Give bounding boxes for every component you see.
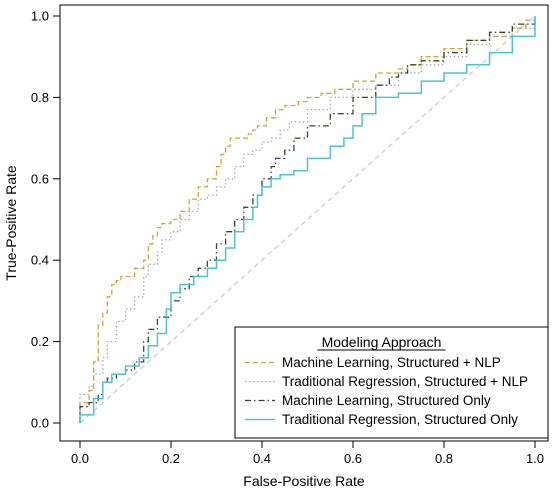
legend-items: Machine Learning, Structured + NLP Tradit… bbox=[245, 355, 528, 427]
y-tick-label: 0.2 bbox=[31, 334, 49, 349]
x-tick-label: 0.4 bbox=[253, 451, 271, 466]
legend: Modeling Approach Machine Learning, Stru… bbox=[234, 326, 549, 439]
x-tick-label: 0.2 bbox=[162, 451, 180, 466]
reference-diagonal-line bbox=[79, 15, 536, 424]
x-tick-label: 1.0 bbox=[526, 451, 544, 466]
y-tick-label: 0.6 bbox=[31, 171, 49, 186]
y-tick-label: 0.8 bbox=[31, 90, 49, 105]
legend-label-2: Traditional Regression, Structured + NLP bbox=[282, 374, 528, 389]
legend-title: Modeling Approach bbox=[322, 334, 442, 350]
series-line-4 bbox=[79, 16, 536, 423]
x-tick-label: 0.8 bbox=[435, 451, 453, 466]
y-tick-label: 0.0 bbox=[31, 416, 49, 431]
plot-frame bbox=[59, 4, 549, 442]
series-line-2 bbox=[79, 16, 536, 423]
x-axis-title: False-Positive Rate bbox=[243, 473, 365, 489]
y-tick-label: 1.0 bbox=[31, 9, 49, 24]
series-line-1 bbox=[79, 16, 536, 423]
legend-label-1: Machine Learning, Structured + NLP bbox=[282, 355, 501, 370]
y-tick-label: 0.4 bbox=[31, 253, 49, 268]
y-axis-title: True-Positive Rate bbox=[3, 165, 19, 281]
legend-label-3: Machine Learning, Structured Only bbox=[282, 393, 491, 408]
legend-label-4: Traditional Regression, Structured Only bbox=[282, 412, 518, 427]
x-tick-label: 0.6 bbox=[344, 451, 362, 466]
reference-diagonal-layer bbox=[79, 15, 536, 424]
x-tick-label: 0.0 bbox=[71, 451, 89, 466]
legend-box bbox=[234, 326, 549, 439]
axes-layer: 0.0 0.2 0.4 0.6 0.8 1.0 0.0 0.2 0.4 0.6 0.8 1.0 bbox=[31, 4, 549, 466]
series-layer bbox=[79, 16, 536, 423]
